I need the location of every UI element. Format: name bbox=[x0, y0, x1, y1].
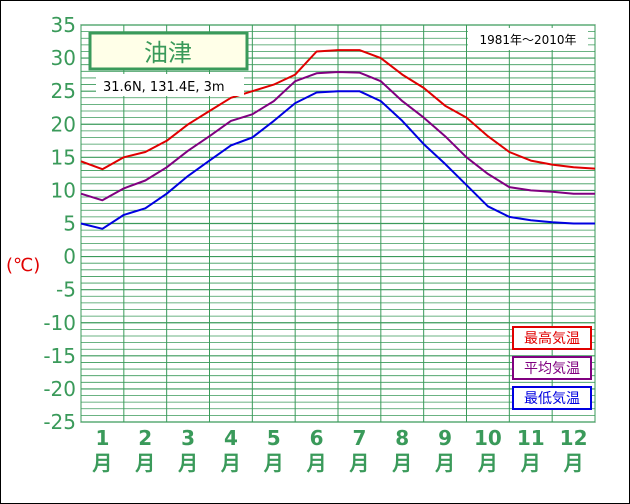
legend-box bbox=[512, 326, 592, 350]
x-tick-unit: 月 bbox=[391, 451, 412, 475]
y-tick-label: 0 bbox=[63, 245, 76, 269]
legend-label: 最低気温 bbox=[524, 391, 580, 407]
y-tick-label: 20 bbox=[51, 112, 76, 136]
x-tick-unit: 月 bbox=[306, 451, 327, 475]
legend-box bbox=[512, 356, 592, 380]
x-tick-unit: 月 bbox=[134, 451, 155, 475]
legend-box bbox=[512, 386, 592, 410]
x-tick-label: 11 bbox=[517, 426, 545, 450]
x-tick-label: 12 bbox=[560, 426, 588, 450]
legend-label: 平均気温 bbox=[524, 361, 580, 377]
y-tick-label: 25 bbox=[51, 79, 76, 103]
x-tick-label: 4 bbox=[224, 426, 238, 450]
x-tick-unit: 月 bbox=[220, 451, 241, 475]
y-tick-label: -20 bbox=[43, 377, 76, 401]
x-tick-unit: 月 bbox=[563, 451, 584, 475]
x-tick-unit: 月 bbox=[434, 451, 455, 475]
x-tick-unit: 月 bbox=[477, 451, 498, 475]
grid-lines bbox=[80, 24, 596, 423]
y-tick-label: 30 bbox=[51, 46, 76, 70]
legend-label: 最高気温 bbox=[524, 330, 580, 347]
period-box: 1981年〜2010年 bbox=[468, 28, 588, 50]
x-tick-label: 10 bbox=[474, 426, 502, 450]
x-tick-label: 7 bbox=[352, 426, 366, 450]
y-tick-labels: -25 -20 -15 -10 -5 0 5 10 15 20 25 30 35 bbox=[43, 13, 76, 434]
y-axis-unit: (℃) bbox=[6, 255, 40, 276]
y-tick-label: 5 bbox=[63, 212, 76, 236]
y-tick-label: 10 bbox=[51, 178, 76, 202]
x-tick-label: 3 bbox=[181, 426, 195, 450]
location-label: 31.6N, 131.4E, 3m bbox=[103, 80, 225, 95]
x-tick-label: 6 bbox=[310, 426, 324, 450]
x-tick-label: 2 bbox=[138, 426, 152, 450]
x-tick-label: 9 bbox=[438, 426, 452, 450]
x-tick-unit: 月 bbox=[348, 451, 369, 475]
x-tick-label: 1 bbox=[95, 426, 109, 450]
series-line-2 bbox=[80, 71, 595, 202]
y-tick-label: 15 bbox=[51, 145, 76, 169]
title-box: 油津 bbox=[88, 31, 249, 71]
y-tick-label: -10 bbox=[43, 311, 76, 335]
x-tick-label: 8 bbox=[395, 426, 409, 450]
y-tick-label: -5 bbox=[56, 278, 76, 302]
series-layer bbox=[80, 49, 596, 230]
x-tick-unit: 月 bbox=[91, 451, 112, 475]
y-tick-label: -15 bbox=[43, 344, 76, 368]
chart-title: 油津 bbox=[144, 39, 192, 67]
y-tick-label: 35 bbox=[51, 13, 76, 37]
x-tick-unit: 月 bbox=[520, 451, 541, 475]
period-label: 1981年〜2010年 bbox=[479, 33, 576, 47]
series-line-1 bbox=[80, 49, 596, 171]
series-line-3 bbox=[80, 90, 595, 230]
x-tick-unit: 月 bbox=[263, 451, 284, 475]
location-box: 31.6N, 131.4E, 3m bbox=[96, 74, 244, 96]
x-tick-label: 5 bbox=[267, 426, 281, 450]
y-tick-label: -25 bbox=[43, 410, 76, 434]
x-tick-unit: 月 bbox=[177, 451, 198, 475]
